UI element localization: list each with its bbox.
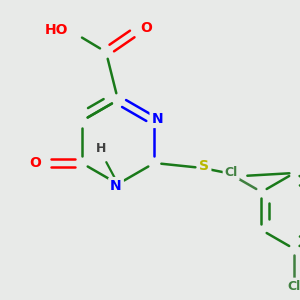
Text: S: S xyxy=(200,159,209,173)
Text: N: N xyxy=(110,179,122,193)
Text: O: O xyxy=(140,21,152,35)
Text: O: O xyxy=(30,156,42,170)
Text: Cl: Cl xyxy=(224,166,238,179)
Text: H: H xyxy=(96,142,106,154)
Text: Cl: Cl xyxy=(288,280,300,292)
Text: HO: HO xyxy=(44,23,68,37)
Text: N: N xyxy=(152,112,163,126)
